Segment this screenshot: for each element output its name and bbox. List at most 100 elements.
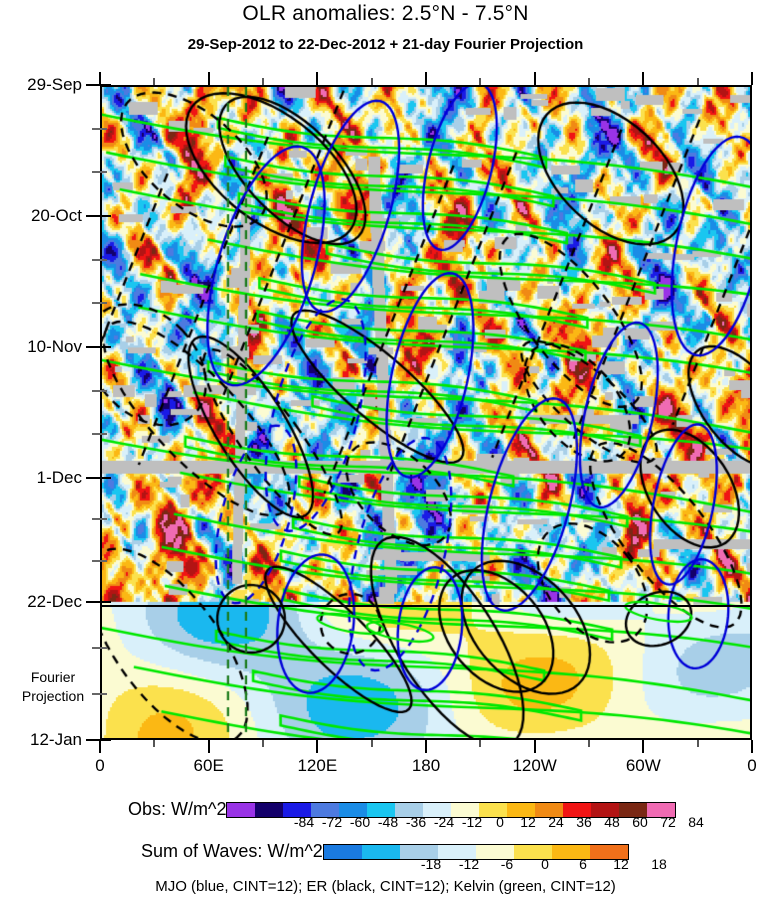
obs-colorbar[interactable] [226,801,677,818]
colorbar-swatch-14 [619,802,648,817]
colorbar-swatch-0 [227,802,256,817]
y-tick-minor [92,433,100,436]
x-tick-label-2: 120E [297,756,338,775]
y-tick-major [86,215,100,217]
y-tick-major-inner [100,84,111,86]
colorbar-swatch-7 [589,844,628,859]
olr-anomaly-field [102,87,750,738]
colorbar-swatch-11 [535,802,564,817]
y-tick-major [86,84,100,86]
x-tick-major [751,740,753,753]
colorbar-swatch-12 [563,802,592,817]
y-tick-major-inner [100,215,111,217]
x-tick-major [425,72,427,85]
x-tick-minor [370,740,373,747]
x-tick-minor [588,740,590,747]
x-tick-major [207,740,210,753]
colorbar-tick-label-3: -48 [377,814,399,830]
obs-colorbar-ticks: -84 -72 -60 -48 -36 -24 -12 0 12 24 36 48 60 72 84 [276,814,752,830]
x-tick-minor-top [479,78,482,85]
colorbar-swatch-2 [399,844,438,859]
colorbar-swatch-10 [507,802,536,817]
x-tick-major [533,740,536,753]
x-tick-major [642,740,645,753]
obs-forecast-boundary-line [102,605,750,607]
x-tick-major [425,740,427,753]
x-tick-minor-top [153,78,156,85]
y-tick-major-inner [100,601,111,604]
x-tick-major [99,72,101,85]
x-tick-minor [262,740,264,747]
y-tick-minor-inner [100,693,107,696]
colorbar-tick-label-2: -60 [349,814,371,830]
colorbar-swatch-6 [395,802,424,817]
x-tick-minor-top [262,78,264,85]
x-axis: 0 60E 120E 180 120W 60W 0 [95,740,757,775]
colorbar-tick-label-4: -36 [405,814,427,830]
y-tick-label-4: 22-Dec [27,592,82,612]
sum-colorbar-row: Sum of Waves: W/m^2 [141,841,629,862]
obs-colorbar-row: Obs: W/m^2 [128,799,677,820]
colorbar-tick-label-1: -72 [321,814,343,830]
colorbar-swatch-5 [367,802,396,817]
y-tick-major-inner [100,477,111,479]
x-tick-label-0: 0 [95,756,105,775]
colorbar-tick-label-0: -84 [293,814,315,830]
y-tick-minor-inner [100,171,107,174]
y-tick-minor-inner [100,302,107,305]
y-tick-label-3: 1-Dec [36,468,82,487]
x-tick-minor [696,740,699,747]
colorbar-tick-label-8: 12 [520,814,536,830]
hovmoller-plot[interactable] [100,85,752,740]
fourier-projection-note: Fourier Projection [10,668,96,706]
x-tick-label-5: 60W [625,756,661,775]
y-tick-label-0: 29-Sep [27,75,82,94]
y-tick-minor [92,127,100,130]
y-tick-minor [92,389,100,392]
colorbar-swatch-5 [513,844,552,859]
y-tick-minor-inner [100,258,107,261]
x-tick-major [207,72,210,85]
colorbar-tick-label-6: -12 [461,814,483,830]
colorbar-swatch-4 [339,802,368,817]
colorbar-tick-label-7: 0 [496,814,504,830]
sum-colorbar-ticks: -18 -12 -6 0 6 12 18 [393,856,701,872]
x-tick-major [99,740,101,753]
page-subtitle: 29-Sep-2012 to 22-Dec-2012 + 21-day Four… [187,36,584,53]
x-tick-major [751,72,753,85]
sum-colorbar-label: Sum of Waves: W/m^2 [141,841,323,861]
x-tick-label-4: 120W [512,756,557,775]
y-tick-minor [92,258,100,261]
colorbar-swatch-3 [311,802,340,817]
y-tick-major-inner [100,346,111,348]
y-tick-minor-inner [100,559,107,562]
colorbar-tick-label-13: 72 [660,814,676,830]
colorbar-tick-label-3: 0 [541,856,549,872]
x-tick-minor-top [696,78,699,85]
y-tick-minor-inner [100,127,107,130]
y-tick-minor [92,302,100,305]
colorbar-tick-label-0: -18 [420,856,442,872]
colorbar-swatch-13 [591,802,620,817]
y-tick-label-1: 20-Oct [30,206,82,225]
colorbar-swatch-9 [479,802,508,817]
colorbar-tick-label-5: -24 [433,814,455,830]
sum-colorbar[interactable] [322,843,629,860]
colorbar-swatch-1 [361,844,400,859]
colorbar-tick-label-14: 84 [688,814,704,830]
colorbar-tick-label-2: -6 [500,856,514,872]
y-tick-minor-inner [100,389,107,392]
y-tick-major [86,477,100,479]
colorbar-swatch-15 [647,802,676,817]
y-tick-major [86,346,100,348]
x-tick-minor [479,740,482,747]
colorbar-tick-label-4: 6 [579,856,587,872]
y-tick-minor [92,518,100,521]
x-tick-major [316,740,319,753]
colorbar-swatch-7 [423,802,452,817]
y-tick-minor [92,647,100,650]
y-tick-minor-inner [100,433,107,436]
fourier-projection-line1: Fourier [30,669,76,685]
y-tick-label-2: 10-Nov [27,337,82,356]
y-tick-minor [92,559,100,562]
